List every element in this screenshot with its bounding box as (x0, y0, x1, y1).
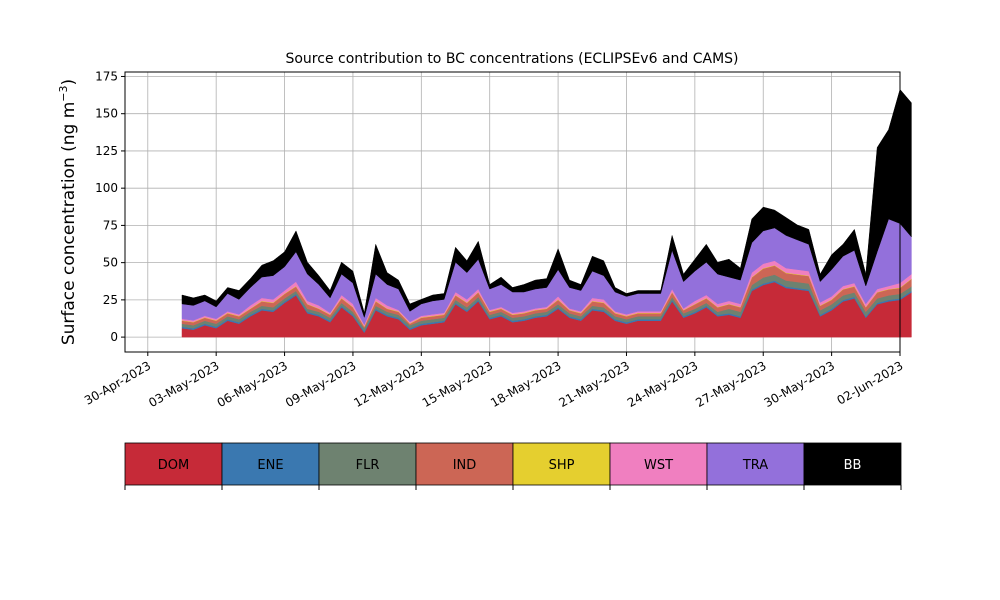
legend-label-bb: BB (844, 458, 862, 473)
area-series-bb (181, 88, 912, 319)
legend-swatch-bb (803, 442, 902, 486)
x-tick-label: 12-May-2023 (351, 358, 426, 410)
legend-label-ene: ENE (257, 458, 283, 473)
stacked-areas (181, 88, 912, 338)
x-tick-label: 21-May-2023 (556, 358, 631, 410)
x-tick-label: 30-Apr-2023 (82, 358, 153, 407)
chart-title: Source contribution to BC concentrations… (285, 51, 738, 67)
legend-swatch-ene (221, 442, 320, 486)
legend-swatch-shp (512, 442, 611, 486)
legend-label-dom: DOM (158, 458, 189, 473)
legend-swatch-tra (706, 442, 805, 486)
legend-swatch-dom (124, 442, 223, 486)
x-tick-label: 27-May-2023 (693, 358, 768, 410)
x-tick-label: 02-Jun-2023 (835, 358, 906, 407)
y-tick-label: 50 (103, 256, 118, 270)
x-tick-label: 06-May-2023 (215, 358, 290, 410)
y-axis-label: Surface concentration (ng m−3) (57, 79, 79, 345)
y-tick-label: 175 (95, 69, 118, 83)
x-tick-label: 30-May-2023 (762, 358, 837, 410)
legend-swatch-ind (415, 442, 514, 486)
y-tick-label: 150 (95, 107, 118, 121)
legend-label-wst: WST (644, 458, 673, 473)
y-tick-label: 0 (110, 330, 118, 344)
x-tick-label: 18-May-2023 (488, 358, 563, 410)
legend-label-tra: TRA (742, 458, 768, 473)
x-tick-label: 09-May-2023 (283, 358, 358, 410)
y-tick-label: 75 (103, 218, 118, 232)
legend: DOM ENE FLR IND SHP WST TRA BB (124, 442, 902, 490)
y-tick-label: 125 (95, 144, 118, 158)
x-tick-label: 03-May-2023 (146, 358, 221, 410)
legend-swatch-flr (318, 442, 417, 486)
legend-label-flr: FLR (356, 458, 380, 473)
legend-label-ind: IND (453, 458, 477, 473)
y-tick-label: 25 (103, 293, 118, 307)
y-tick-label: 100 (95, 181, 118, 195)
legend-swatch-wst (609, 442, 708, 486)
y-axis: 0 25 50 75 100 125 150 175 (95, 69, 125, 344)
plot-frame (124, 71, 901, 353)
x-tick-label: 15-May-2023 (420, 358, 495, 410)
x-tick-label: 24-May-2023 (625, 358, 700, 410)
x-axis: 30-Apr-202303-May-202306-May-202309-May-… (82, 352, 906, 410)
legend-label-shp: SHP (549, 458, 575, 473)
